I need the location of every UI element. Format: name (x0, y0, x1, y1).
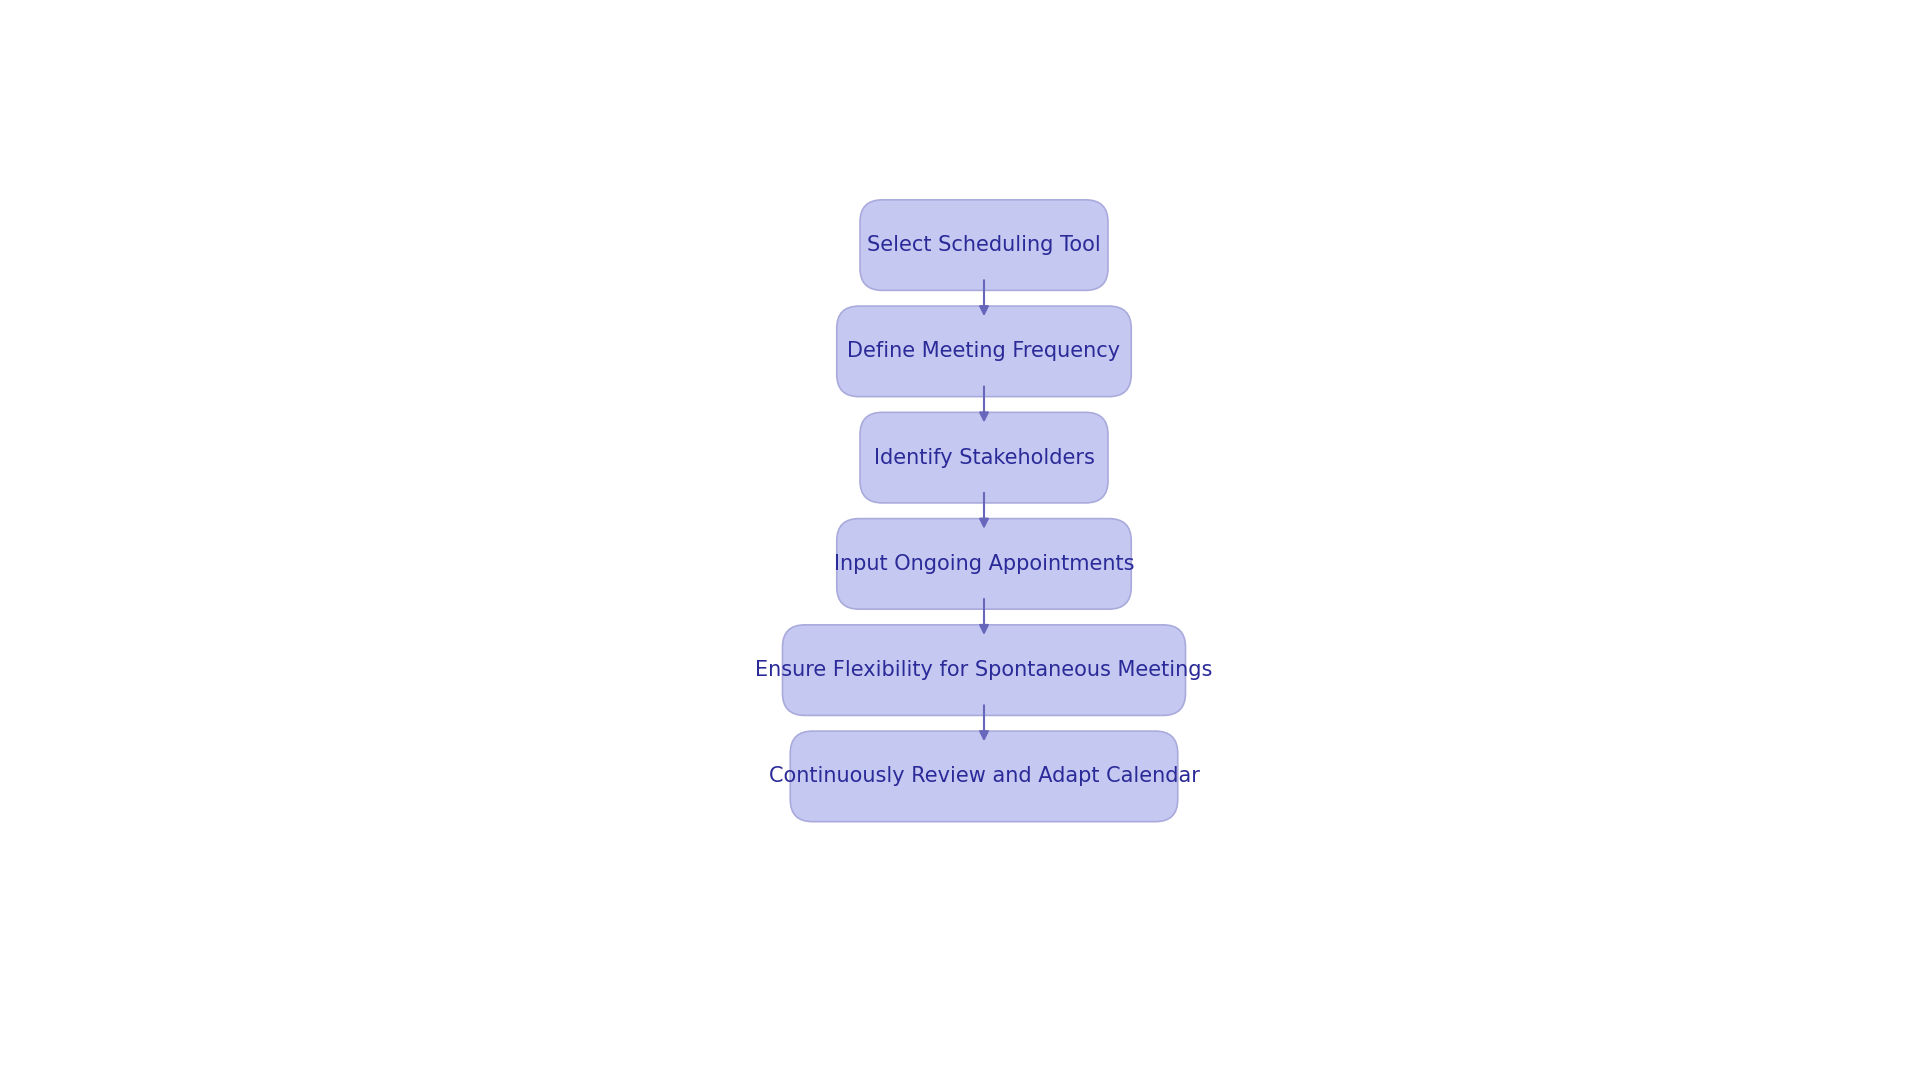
FancyBboxPatch shape (837, 518, 1131, 609)
FancyBboxPatch shape (791, 731, 1177, 822)
Text: Ensure Flexibility for Spontaneous Meetings: Ensure Flexibility for Spontaneous Meeti… (755, 660, 1213, 680)
FancyBboxPatch shape (837, 306, 1131, 396)
FancyBboxPatch shape (860, 200, 1108, 291)
FancyBboxPatch shape (860, 413, 1108, 503)
Text: Define Meeting Frequency: Define Meeting Frequency (847, 341, 1121, 362)
FancyBboxPatch shape (783, 625, 1185, 715)
Text: Input Ongoing Appointments: Input Ongoing Appointments (833, 554, 1135, 573)
Text: Select Scheduling Tool: Select Scheduling Tool (868, 235, 1100, 255)
Text: Continuously Review and Adapt Calendar: Continuously Review and Adapt Calendar (768, 767, 1200, 786)
Text: Identify Stakeholders: Identify Stakeholders (874, 447, 1094, 468)
